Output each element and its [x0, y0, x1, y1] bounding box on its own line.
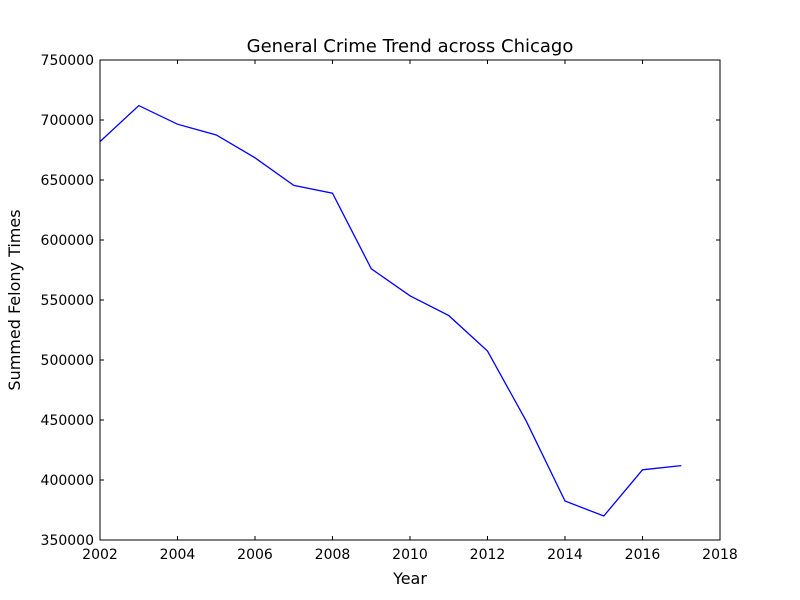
y-tick-label: 650000	[41, 173, 94, 189]
y-tick-label: 350000	[41, 533, 94, 549]
y-tick-label: 750000	[41, 53, 94, 69]
tick-labels: 2002 2004 2006 2008 2010 2012 2014 2016 2018 3500…	[41, 53, 738, 563]
x-tick-label: 2002	[82, 547, 118, 563]
x-tick-label: 2008	[315, 547, 351, 563]
y-tick-label: 400000	[41, 473, 94, 489]
x-tick-label: 2018	[702, 547, 738, 563]
y-tick-label: 550000	[41, 293, 94, 309]
axis-ticks	[99, 59, 721, 541]
x-tick-label: 2004	[160, 547, 196, 563]
x-axis-label: Year	[392, 569, 427, 588]
plot-frame	[99, 59, 721, 541]
y-tick-label: 700000	[41, 113, 94, 129]
x-tick-label: 2006	[237, 547, 273, 563]
chart-title: General Crime Trend across Chicago	[247, 36, 574, 57]
y-tick-label: 500000	[41, 353, 94, 369]
series-line	[99, 104, 682, 517]
y-tick-label: 450000	[41, 413, 94, 429]
x-tick-label: 2010	[392, 547, 428, 563]
y-tick-label: 600000	[41, 233, 94, 249]
x-tick-label: 2012	[470, 547, 506, 563]
x-tick-label: 2014	[547, 547, 583, 563]
y-axis-label: Summed Felony Times	[5, 209, 24, 390]
x-tick-label: 2016	[625, 547, 661, 563]
